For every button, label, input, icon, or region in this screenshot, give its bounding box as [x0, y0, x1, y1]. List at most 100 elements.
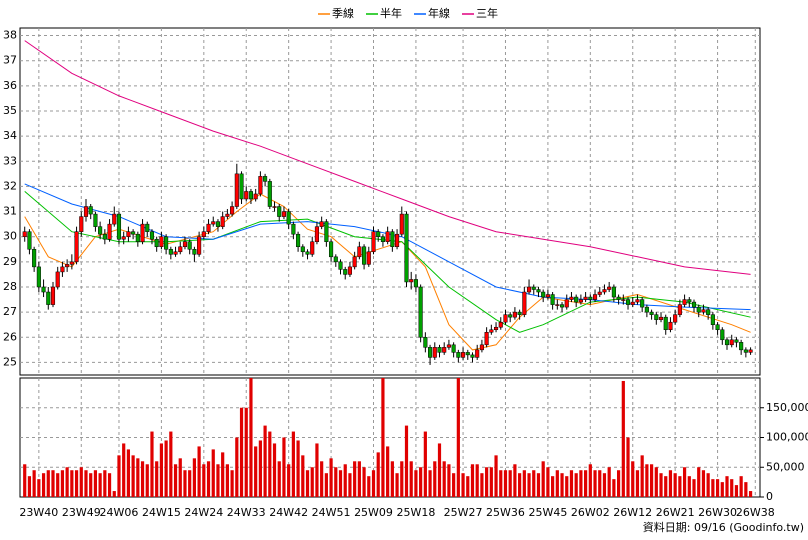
volume-bar	[305, 470, 310, 497]
candle-body	[385, 231, 390, 242]
y2-tick-label: 50,000	[766, 460, 805, 473]
candle-body	[305, 251, 310, 255]
volume-bar	[621, 380, 625, 497]
candle-body	[691, 301, 697, 308]
candle-body	[555, 304, 560, 306]
x-tick-label: 26W38	[736, 506, 775, 519]
candle-body	[121, 236, 126, 240]
candle-body	[720, 329, 725, 341]
candle-body	[46, 291, 51, 305]
candle-body	[399, 213, 404, 235]
volume-bar	[164, 440, 168, 497]
volume-bar	[536, 473, 541, 497]
volume-bar	[32, 470, 36, 497]
candle-body	[140, 223, 145, 242]
candle-body	[131, 231, 136, 235]
ma-line	[24, 40, 751, 275]
x-tick-label: 25W45	[528, 506, 567, 519]
candle-body	[663, 316, 668, 330]
candle-body	[380, 236, 385, 242]
candle-body	[621, 299, 626, 301]
volume-bar	[103, 470, 107, 497]
candle-body	[201, 231, 206, 237]
volume-bar	[192, 458, 196, 497]
candle-body	[592, 294, 598, 300]
candle-body	[371, 231, 376, 253]
volume-bar	[640, 455, 644, 497]
volume-bar	[546, 467, 550, 497]
volume-bar	[456, 378, 460, 497]
volume-bar	[225, 464, 229, 497]
volume-bar	[376, 452, 380, 497]
volume-bar	[136, 458, 140, 497]
volume-bar	[494, 455, 498, 497]
y-tick-label: 29	[3, 255, 17, 268]
candle-body	[253, 193, 258, 200]
volume-bar	[263, 425, 267, 497]
candle-body	[503, 314, 508, 323]
x-tick-label: 25W27	[444, 506, 483, 519]
volume-bar	[183, 470, 187, 497]
candle-body	[588, 296, 593, 300]
volume-bar	[65, 467, 69, 497]
y2-tick-label: 150,000	[766, 401, 808, 414]
candle-body	[319, 221, 324, 227]
volume-bar	[499, 470, 503, 497]
candle-body	[536, 289, 541, 293]
candle-body	[696, 306, 701, 313]
volume-bar	[423, 431, 427, 497]
legend: 季線 半年 年線 三年	[318, 6, 498, 20]
candle-body	[93, 213, 98, 227]
candle-body	[22, 231, 27, 237]
candle-body	[418, 286, 423, 338]
volume-bar	[574, 473, 578, 497]
candle-body	[442, 347, 447, 353]
volume-bar	[239, 407, 244, 497]
candle-body	[310, 241, 315, 255]
volume-bar	[60, 470, 65, 497]
candle-body	[234, 173, 239, 207]
volume-bar	[593, 470, 597, 497]
volume-bar	[612, 479, 616, 497]
candle-body	[357, 246, 362, 258]
candle-body	[338, 261, 343, 270]
candle-body	[107, 223, 112, 240]
x-tick-label: 26W12	[613, 506, 652, 519]
candle-body	[286, 211, 291, 225]
volume-bar	[390, 461, 394, 497]
volume-bar	[409, 461, 413, 497]
volume-bar	[216, 464, 220, 497]
volume-bar	[386, 446, 390, 497]
candle-body	[734, 339, 739, 343]
volume-bar	[244, 407, 248, 497]
volume-bar	[310, 467, 314, 497]
candle-body	[701, 309, 706, 313]
volume-bar	[668, 470, 673, 497]
volume-bar	[357, 461, 361, 497]
candle-body	[616, 296, 621, 300]
volume-bar	[173, 464, 178, 497]
volume-bar	[93, 470, 98, 497]
candle-body	[50, 286, 56, 305]
candle-body	[55, 271, 60, 288]
price-panel	[19, 27, 761, 376]
y-tick-label: 33	[3, 154, 17, 167]
volume-bar	[569, 470, 574, 497]
volume-bar	[734, 485, 739, 497]
candle-body	[352, 256, 357, 268]
candle-body	[206, 223, 211, 232]
candle-body	[159, 236, 164, 248]
x-tick-label: 25W18	[396, 506, 435, 519]
volume-bar	[122, 443, 126, 497]
volume-bar	[254, 446, 258, 497]
candle-body	[597, 291, 602, 295]
volume-bar	[555, 470, 559, 497]
candle-body	[135, 233, 140, 242]
volume-bar	[485, 467, 489, 497]
candle-body	[578, 299, 583, 303]
candle-body	[461, 352, 466, 358]
volume-bar	[296, 440, 300, 497]
volume-bar	[140, 461, 145, 497]
candle-body	[60, 266, 65, 273]
